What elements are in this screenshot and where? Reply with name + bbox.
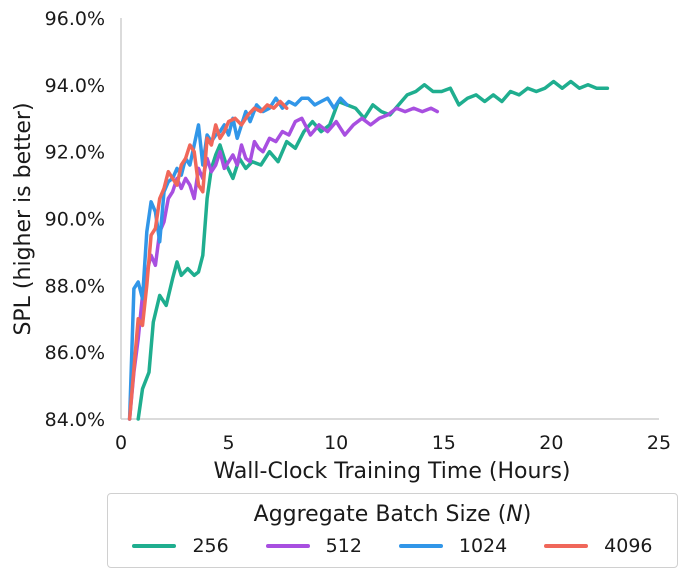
legend-item-4096: 4096 — [544, 535, 653, 557]
legend: Aggregate Batch Size (N) 256 512 1024 40… — [107, 493, 678, 568]
y-tick-label: 92.0% — [45, 142, 105, 164]
x-tick-label: 10 — [324, 432, 348, 454]
legend-swatch-1024 — [398, 544, 443, 548]
legend-title-var: N — [506, 502, 523, 527]
legend-label-1024: 1024 — [458, 535, 508, 557]
series-line-4096 — [127, 99, 289, 421]
legend-label-256: 256 — [192, 535, 229, 557]
x-tick-label: 15 — [432, 432, 456, 454]
legend-title: Aggregate Batch Size (N) — [108, 502, 677, 527]
legend-item-256: 256 — [132, 535, 229, 557]
legend-label-4096: 4096 — [604, 535, 653, 557]
series-line-1024 — [127, 96, 349, 421]
y-axis-label: SPL (higher is better) — [11, 102, 36, 335]
legend-swatch-4096 — [544, 544, 589, 548]
x-axis-label: Wall-Clock Training Time (Hours) — [213, 459, 570, 484]
y-tick-label: 94.0% — [45, 75, 105, 97]
x-tick-label: 5 — [223, 432, 235, 454]
series-line-256 — [136, 79, 610, 421]
legend-title-prefix: Aggregate Batch Size ( — [253, 502, 507, 527]
legend-item-512: 512 — [265, 535, 362, 557]
axes: 84.0% 86.0% 88.0% 90.0% 92.0% 94.0% 96.0% 0 5 10 1… — [45, 8, 671, 454]
series-lines — [127, 79, 610, 421]
legend-swatch-256 — [132, 544, 177, 548]
legend-items: 256 512 1024 4096 — [108, 535, 677, 557]
legend-swatch-512 — [265, 544, 310, 548]
legend-item-1024: 1024 — [398, 535, 508, 557]
y-tick-label: 96.0% — [45, 8, 105, 30]
x-tick-label: 20 — [539, 432, 563, 454]
x-tick-label: 25 — [647, 432, 671, 454]
y-tick-label: 86.0% — [45, 342, 105, 364]
series-line-512 — [127, 106, 440, 421]
y-tick-label: 84.0% — [45, 409, 105, 431]
legend-label-512: 512 — [325, 535, 362, 557]
y-tick-label: 88.0% — [45, 275, 105, 297]
y-tick-label: 90.0% — [45, 209, 105, 231]
x-tick-label: 0 — [115, 432, 127, 454]
legend-title-suffix: ) — [522, 502, 532, 527]
line-chart: 84.0% 86.0% 88.0% 90.0% 92.0% 94.0% 96.0% 0 5 10 1… — [11, 8, 671, 484]
